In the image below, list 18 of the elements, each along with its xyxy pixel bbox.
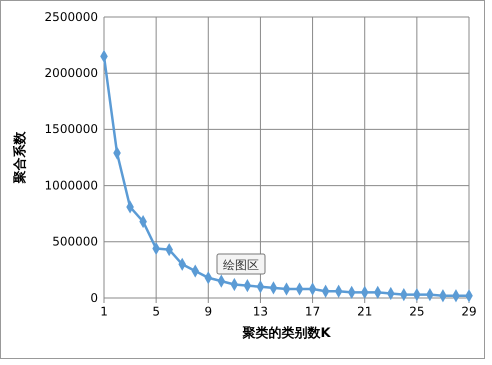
y-axis-title: 聚合系数 <box>12 130 28 184</box>
annotation: 绘图区 <box>223 258 259 272</box>
y-tick-label: 2500000 <box>44 10 98 24</box>
y-tick-label: 1500000 <box>44 122 98 136</box>
y-tick-label: 500000 <box>52 234 98 249</box>
x-tick-label: 21 <box>357 304 372 319</box>
x-tick-label: 9 <box>204 304 212 319</box>
y-tick-label: 0 <box>90 290 98 305</box>
x-tick-label: 25 <box>409 304 424 319</box>
x-tick-label: 29 <box>461 304 477 319</box>
x-axis-title: 聚类的类别数K <box>241 326 332 341</box>
y-tick-label: 2000000 <box>44 66 98 80</box>
x-tick-label: 17 <box>304 304 320 319</box>
x-tick-label: 13 <box>252 304 268 319</box>
y-tick-label: 1000000 <box>44 178 98 192</box>
tooltip-box: 绘图区 <box>216 254 266 274</box>
x-tick-label: 5 <box>152 304 160 319</box>
x-tick-label: 1 <box>100 304 108 319</box>
